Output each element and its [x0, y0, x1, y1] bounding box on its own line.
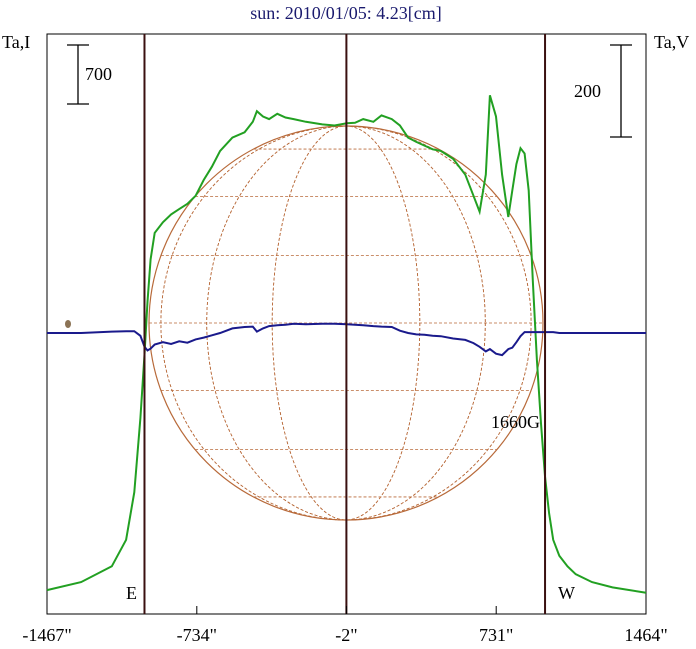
west-limb-label: W [558, 583, 575, 603]
x-tick-label-2: -2" [335, 625, 357, 645]
right-scale-bar-label: 200 [574, 81, 601, 101]
x-tick-label-0: -1467" [22, 625, 71, 645]
east-limb-label: E [126, 583, 137, 603]
x-tick-label-1: -734" [177, 625, 217, 645]
chart-title: sun: 2010/01/05: 4.23[cm] [250, 3, 442, 23]
left-scale-bar [67, 44, 89, 105]
series-line-ta-i [46, 95, 647, 594]
series-line-ta-v [47, 322, 646, 357]
left-axis-label: Ta,I [2, 32, 30, 52]
x-tick-label-4: 1464" [624, 625, 667, 645]
right-axis-label: Ta,V [654, 32, 689, 52]
x-tick-label-3: 731" [479, 625, 513, 645]
left-scale-bar-label: 700 [85, 64, 112, 84]
right-scale-bar [610, 44, 632, 138]
annotation-label: 1660G [491, 412, 540, 432]
marker-dot [65, 320, 71, 328]
